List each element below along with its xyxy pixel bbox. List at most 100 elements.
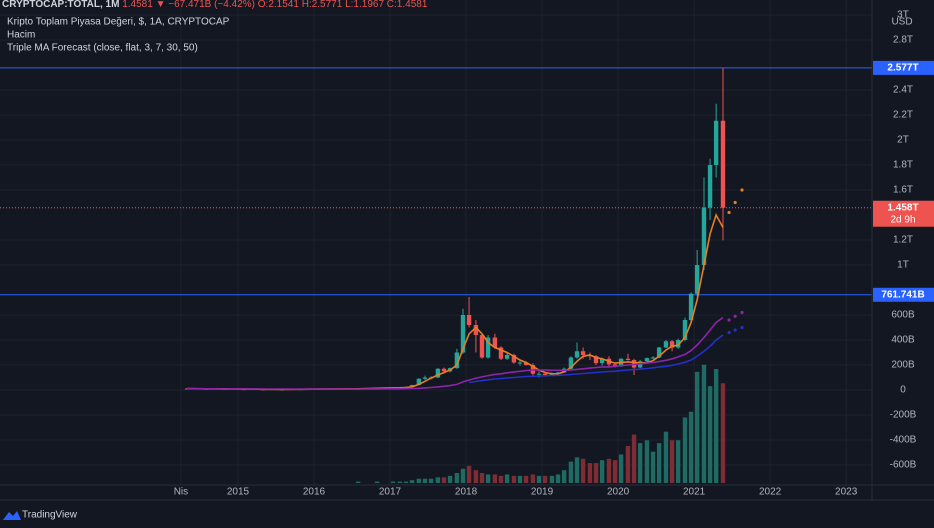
candle-body	[441, 368, 447, 372]
currency[interactable]: USD	[891, 17, 912, 28]
y-tick-label: 0	[900, 385, 906, 396]
forecast-dot	[733, 200, 737, 205]
y-tick-label: 1T	[897, 260, 909, 271]
x-tick-label: 2017	[379, 487, 402, 498]
open: O:2.1541	[258, 0, 300, 10]
brand: TradingView	[22, 510, 78, 521]
volume-bar	[669, 440, 675, 483]
x-tick-label: 2022	[759, 487, 782, 498]
plot-area	[0, 67, 872, 483]
volume-bar	[530, 474, 536, 483]
y-tick-label: 2.4T	[893, 85, 913, 96]
candle-body	[701, 207, 707, 265]
x-tick-label: 2019	[531, 487, 554, 498]
candle-body	[504, 355, 510, 359]
y-tick-label: 1.8T	[893, 160, 913, 171]
volume-bar	[568, 461, 574, 483]
candle-body	[656, 347, 662, 358]
price-countdown: 2d 9h	[890, 214, 915, 225]
grid	[0, 0, 872, 485]
candle-body	[625, 358, 631, 360]
volume-bar	[416, 478, 422, 483]
candle-body	[713, 120, 719, 165]
axes: 3T 2.8T 2.4T 2.2T 2T 1.8T 1.6T 1.2T 1T 600B 400B 20…	[174, 10, 934, 498]
volume-bar	[536, 475, 542, 483]
x-tick-label: Nis	[174, 487, 188, 498]
volume-bar	[435, 477, 441, 483]
candle-body	[473, 325, 479, 335]
volume-bar	[498, 475, 504, 483]
volume-bar	[492, 474, 498, 483]
volume-bar	[561, 470, 567, 483]
volume-bar	[428, 478, 434, 483]
volume-bar	[473, 470, 479, 483]
price-label-box	[873, 60, 934, 75]
legend-item[interactable]: Triple MA Forecast (close, flat, 3, 7, 3…	[7, 43, 198, 54]
candle-body	[409, 385, 415, 387]
volume-bar	[656, 443, 662, 483]
candle-body	[669, 341, 675, 348]
candle-body	[435, 368, 441, 378]
y-tick-label: -200B	[890, 410, 917, 421]
volume-bar	[644, 440, 650, 483]
legend-item[interactable]: Hacim	[7, 30, 35, 41]
volume-bar	[593, 463, 599, 483]
candle-body	[485, 337, 491, 358]
volume-bar	[549, 475, 555, 483]
x-tick-label: 2021	[683, 487, 706, 498]
volume-bar	[580, 458, 586, 483]
y-tick-label: 1.2T	[893, 235, 913, 246]
volume-bar	[574, 457, 580, 483]
ma-line	[187, 316, 724, 390]
forecast-dot	[727, 210, 731, 215]
volume-bar	[403, 481, 409, 483]
volume-bar	[454, 473, 460, 483]
volume-bar	[637, 443, 643, 483]
x-tick-label: 2015	[227, 487, 250, 498]
volume-bar	[479, 473, 485, 483]
candle-body	[422, 377, 428, 379]
volume-bar	[694, 371, 700, 483]
legend-item[interactable]: Kripto Toplam Piyasa Değeri, $, 1A, CRYP…	[7, 17, 230, 28]
forecast-dot	[740, 325, 744, 330]
y-tick-label: 3T	[897, 10, 909, 21]
volume-bar	[612, 460, 618, 483]
y-tick-label: 2.8T	[893, 35, 913, 46]
low: L:1.1967	[345, 0, 384, 10]
price-label: 761.741B	[881, 289, 924, 300]
volume-bar	[707, 386, 713, 483]
high: H:2.5771	[302, 0, 343, 10]
volume-bar	[720, 383, 726, 483]
volume-bar	[504, 474, 510, 483]
y-tick-label: 600B	[891, 310, 915, 321]
volume-bar	[625, 445, 631, 483]
candle-body	[454, 352, 460, 369]
candle-body	[644, 358, 650, 362]
brand-logo[interactable]: TradingView	[3, 510, 78, 521]
volume-bar	[587, 463, 593, 483]
y-tick-label: 200B	[891, 360, 915, 371]
volume-bar	[650, 451, 656, 483]
candle-body	[574, 351, 580, 358]
volume-bar	[374, 481, 380, 483]
volume-bar	[447, 475, 453, 483]
price-label: 1.458T	[887, 202, 918, 213]
y-tick-label: -400B	[890, 435, 917, 446]
volume-bar	[355, 481, 361, 483]
volume-bar	[631, 434, 637, 483]
x-tick-label: 2018	[455, 487, 478, 498]
header-text: CRYPTOCAP:TOTAL, 1M 1.4581 ▼ −67.471B (−…	[2, 0, 428, 10]
volume-bar	[409, 480, 415, 483]
candle-body	[694, 265, 700, 294]
forecast-dot	[727, 330, 731, 335]
volume-bar	[466, 465, 472, 483]
volume-bar	[555, 474, 561, 483]
volume-bar	[618, 454, 624, 483]
candle-body	[466, 315, 472, 325]
volume-bar	[511, 475, 517, 483]
candle-body	[593, 356, 599, 364]
volume-bar	[701, 364, 707, 483]
logo-icon	[3, 511, 21, 520]
